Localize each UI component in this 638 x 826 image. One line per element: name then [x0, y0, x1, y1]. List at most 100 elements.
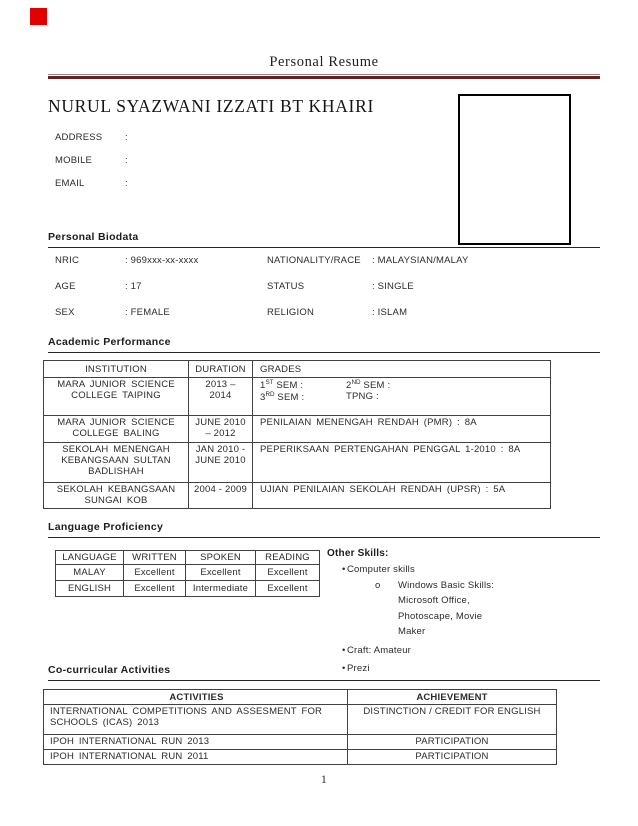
contact-value: :: [125, 132, 128, 143]
list-item-text: Prezi: [347, 663, 370, 674]
contact-row-email: EMAIL :: [48, 178, 600, 201]
duration-cell: 2004 - 2009: [188, 482, 253, 509]
column-header: READING: [255, 550, 320, 565]
reading-cell: Excellent: [255, 580, 320, 597]
table-header-row: LANGUAGE WRITTEN SPOKEN READING: [55, 550, 320, 565]
list-item-text: Windows Basic Skills: Microsoft Office, …: [398, 579, 495, 638]
person-name: NURUL SYAZWANI IZZATI BT KHAIRI: [48, 96, 374, 116]
grades-cell: 1ST SEM : 2ND SEM : 3RD SEM : TPNG :: [252, 377, 551, 416]
circle-bullet-icon: o: [375, 579, 381, 591]
duration-cell: 2013 – 2014: [188, 377, 253, 416]
section-heading-biodata: Personal Biodata: [48, 231, 600, 248]
table-row: IPOH INTERNATIONAL RUN 2013 PARTICIPATIO…: [43, 734, 557, 750]
section-heading-cocurricular: Co-curricular Activities: [48, 664, 600, 681]
grades-cell: UJIAN PENILAIAN SEKOLAH RENDAH (UPSR) : …: [252, 482, 551, 509]
contact-label: MOBILE: [55, 155, 93, 166]
table-header-row: INSTITUTION DURATION GRADES: [43, 360, 551, 378]
written-cell: Excellent: [123, 580, 186, 597]
list-item-text: Computer skills: [347, 564, 415, 575]
biodata-value: : FEMALE: [125, 307, 170, 318]
column-header: GRADES: [252, 360, 551, 378]
column-header: LANGUAGE: [55, 550, 124, 565]
biodata-row: SEX : FEMALE RELIGION : ISLAM: [48, 307, 600, 333]
activity-cell: INTERNATIONAL COMPETITIONS AND ASSESMENT…: [43, 704, 348, 735]
contact-row-mobile: MOBILE :: [48, 155, 600, 178]
column-header: SPOKEN: [185, 550, 256, 565]
grades-cell: PENILAIAN MENENGAH RENDAH (PMR) : 8A: [252, 415, 551, 443]
contact-block: ADDRESS : MOBILE : EMAIL :: [48, 132, 600, 201]
language-cell: ENGLISH: [55, 580, 124, 597]
section-heading-academic: Academic Performance: [48, 336, 600, 353]
institution-cell: SEKOLAH MENENGAH KEBANGSAAN SULTAN BADLI…: [43, 442, 189, 483]
table-row: SEKOLAH KEBANGSAAN SUNGAI KOB 2004 - 200…: [43, 482, 551, 509]
column-header: INSTITUTION: [43, 360, 189, 378]
spoken-cell: Excellent: [185, 564, 256, 581]
reading-cell: Excellent: [255, 564, 320, 581]
biodata-label: SEX: [55, 307, 75, 318]
biodata-row: NRIC : 969xxx-xx-xxxx NATIONALITY/RACE :…: [48, 255, 600, 281]
achievement-cell: PARTICIPATION: [347, 734, 557, 750]
page-content: Personal Resume NURUL SYAZWANI IZZATI BT…: [43, 0, 600, 786]
language-and-skills: LANGUAGE WRITTEN SPOKEN READING MALAY Ex…: [48, 548, 600, 674]
column-header: DURATION: [188, 360, 253, 378]
biodata-block: NRIC : 969xxx-xx-xxxx NATIONALITY/RACE :…: [48, 255, 600, 333]
biodata-value: : 17: [125, 281, 142, 292]
grades-cell: PEPERIKSAAN PERTENGAHAN PENGGAL 1-2010 :…: [252, 442, 551, 483]
title-divider: [48, 74, 600, 79]
achievement-cell: PARTICIPATION: [347, 749, 557, 765]
contact-value: :: [125, 178, 128, 189]
list-sub-item: o Windows Basic Skills: Microsoft Office…: [327, 578, 527, 640]
section-heading-language: Language Proficiency: [48, 521, 600, 538]
activity-cell: IPOH INTERNATIONAL RUN 2013: [43, 734, 348, 750]
column-header: ACTIVITIES: [43, 689, 348, 705]
table-row: SEKOLAH MENENGAH KEBANGSAAN SULTAN BADLI…: [43, 442, 551, 483]
biodata-label: RELIGION: [267, 307, 314, 318]
institution-cell: SEKOLAH KEBANGSAAN SUNGAI KOB: [43, 482, 189, 509]
biodata-label: AGE: [55, 281, 76, 292]
written-cell: Excellent: [123, 564, 186, 581]
biodata-label: STATUS: [267, 281, 305, 292]
other-skills-heading: Other Skills:: [327, 548, 389, 559]
table-header-row: ACTIVITIES ACHIEVEMENT: [43, 689, 557, 705]
activities-table: ACTIVITIES ACHIEVEMENT INTERNATIONAL COM…: [43, 689, 557, 765]
page-number: 1: [321, 774, 327, 786]
table-row: IPOH INTERNATIONAL RUN 2011 PARTICIPATIO…: [43, 749, 557, 765]
duration-cell: JAN 2010 - JUNE 2010: [188, 442, 253, 483]
language-table: LANGUAGE WRITTEN SPOKEN READING MALAY Ex…: [55, 550, 320, 597]
institution-cell: MARA JUNIOR SCIENCE COLLEGE BALING: [43, 415, 189, 443]
table-row: MALAY Excellent Excellent Excellent: [55, 564, 320, 581]
other-skills-block: Other Skills: • Computer skills o Window…: [327, 548, 527, 677]
activity-cell: IPOH INTERNATIONAL RUN 2011: [43, 749, 348, 765]
language-cell: MALAY: [55, 564, 124, 581]
contact-value: :: [125, 155, 128, 166]
document-title: Personal Resume: [269, 54, 379, 70]
biodata-label: NATIONALITY/RACE: [267, 255, 361, 266]
biodata-value: : 969xxx-xx-xxxx: [125, 255, 199, 266]
table-row: MARA JUNIOR SCIENCE COLLEGE BALING JUNE …: [43, 415, 551, 443]
biodata-label: NRIC: [55, 255, 80, 266]
list-item: • Craft: Amateur: [327, 643, 527, 659]
list-item-text: Craft: Amateur: [347, 644, 412, 656]
bullet-icon: •: [342, 564, 346, 575]
spoken-cell: Intermediate: [185, 580, 256, 597]
column-header: ACHIEVEMENT: [347, 689, 557, 705]
table-row: INTERNATIONAL COMPETITIONS AND ASSESMENT…: [43, 704, 557, 735]
biodata-value: : MALAYSIAN/MALAY: [372, 255, 469, 266]
contact-row-address: ADDRESS :: [48, 132, 600, 155]
contact-label: ADDRESS: [55, 132, 103, 143]
duration-cell: JUNE 2010 – 2012: [188, 415, 253, 443]
achievement-cell: DISTINCTION / CREDIT FOR ENGLISH: [347, 704, 557, 735]
biodata-value: : SINGLE: [372, 281, 414, 292]
list-item: • Prezi: [327, 661, 527, 677]
table-row: ENGLISH Excellent Intermediate Excellent: [55, 580, 320, 597]
contact-label: EMAIL: [55, 178, 85, 189]
red-marker-icon: [30, 8, 47, 25]
biodata-row: AGE : 17 STATUS : SINGLE: [48, 281, 600, 307]
photo-placeholder: [458, 94, 571, 245]
biodata-value: : ISLAM: [372, 307, 408, 318]
table-row: MARA JUNIOR SCIENCE COLLEGE TAIPING 2013…: [43, 377, 551, 416]
bullet-icon: •: [342, 663, 346, 674]
institution-cell: MARA JUNIOR SCIENCE COLLEGE TAIPING: [43, 377, 189, 416]
bullet-icon: •: [342, 644, 346, 656]
